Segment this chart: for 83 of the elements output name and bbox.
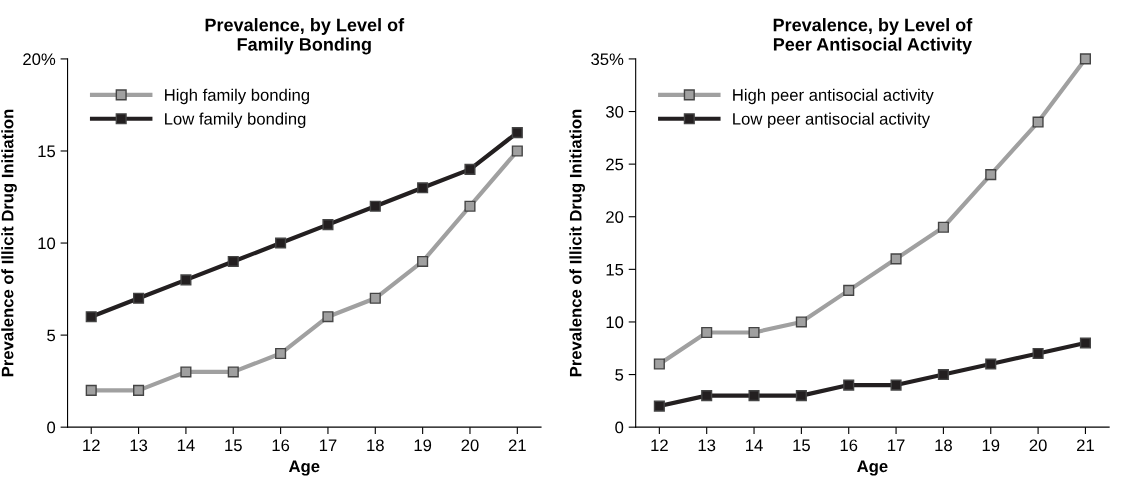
point <box>653 358 665 370</box>
x-tick-label: 14 <box>177 439 195 452</box>
x-tick-label: 18 <box>935 439 952 452</box>
x-tick-label: 13 <box>698 439 716 452</box>
point <box>85 311 97 323</box>
point <box>937 221 949 233</box>
x-tick-label: 18 <box>367 439 384 452</box>
x-tick-label: 13 <box>130 439 148 452</box>
x-tick-label: 19 <box>414 439 432 452</box>
y-axis-title: Prevalence of Illicit Drug Initiation <box>569 109 585 377</box>
legend-label: High family bonding <box>165 88 309 105</box>
point <box>417 182 429 194</box>
y-tick-label: 25 <box>606 158 624 171</box>
legend-label: High peer antisocial activity <box>733 88 934 105</box>
y-tick-label: 35% <box>591 53 624 66</box>
point <box>180 274 192 286</box>
chart-title: Prevalence, by Level of Peer Antisocial Activity <box>773 18 973 55</box>
point <box>464 163 476 175</box>
point <box>369 200 381 212</box>
point <box>985 169 997 181</box>
chart-title: Prevalence, by Level of Family Bonding <box>205 18 405 55</box>
point <box>133 384 145 396</box>
point <box>464 200 476 212</box>
y-tick-label: 20% <box>23 53 56 66</box>
point <box>227 255 239 268</box>
legend-label: Low family bonding <box>165 112 306 129</box>
point <box>748 326 760 339</box>
x-tick-label: 21 <box>1077 439 1094 452</box>
point <box>937 369 949 381</box>
x-tick-label: 16 <box>840 439 858 452</box>
point <box>1079 53 1091 65</box>
y-tick-label: 0 <box>47 421 56 434</box>
legend-label: Low peer antisocial activity <box>733 112 931 129</box>
point <box>417 255 429 268</box>
point <box>795 316 807 328</box>
point <box>795 390 807 402</box>
point <box>890 379 902 391</box>
y-tick-label: 5 <box>615 369 624 381</box>
point <box>322 219 334 231</box>
point <box>275 347 287 360</box>
x-tick-label: 16 <box>272 439 290 452</box>
y-tick-label: 30 <box>605 105 624 118</box>
x-tick-label: 15 <box>793 439 810 452</box>
x-tick-label: 17 <box>319 439 337 452</box>
point <box>133 292 145 304</box>
point <box>322 311 334 323</box>
x-tick-label: 20 <box>461 439 479 452</box>
x-tick-label: 12 <box>651 439 668 452</box>
x-tick-label: 17 <box>888 439 905 452</box>
point <box>227 366 239 378</box>
y-tick-label: 20 <box>606 211 624 223</box>
point <box>1079 337 1091 349</box>
x-axis-title: Age <box>857 460 888 476</box>
x-tick-label: 14 <box>746 439 763 452</box>
point <box>275 237 287 249</box>
x-tick-label: 12 <box>83 439 100 452</box>
point <box>511 145 523 157</box>
point <box>701 326 713 339</box>
x-tick-label: 20 <box>1029 439 1047 452</box>
point <box>1032 347 1044 360</box>
x-axis-title: Age <box>288 460 320 476</box>
y-tick-label: 5 <box>47 329 56 342</box>
point <box>180 366 192 378</box>
y-tick-label: 0 <box>615 421 624 434</box>
y-tick-label: 15 <box>606 263 624 276</box>
y-tick-label: 15 <box>38 145 56 158</box>
point <box>369 292 381 304</box>
point <box>1032 116 1044 128</box>
point <box>843 284 855 296</box>
x-tick-label: 19 <box>982 439 1000 452</box>
x-tick-label: 15 <box>225 439 242 452</box>
y-axis-title: Prevalence of Illicit Drug Initiation <box>1 109 17 377</box>
point <box>511 127 523 139</box>
point <box>701 390 713 402</box>
point <box>890 253 902 265</box>
point <box>985 358 997 370</box>
point <box>85 384 97 396</box>
y-tick-label: 10 <box>38 237 56 250</box>
point <box>653 400 665 412</box>
point <box>843 379 855 391</box>
x-tick-label: 21 <box>508 439 526 452</box>
y-tick-label: 10 <box>606 316 624 329</box>
point <box>748 390 760 402</box>
